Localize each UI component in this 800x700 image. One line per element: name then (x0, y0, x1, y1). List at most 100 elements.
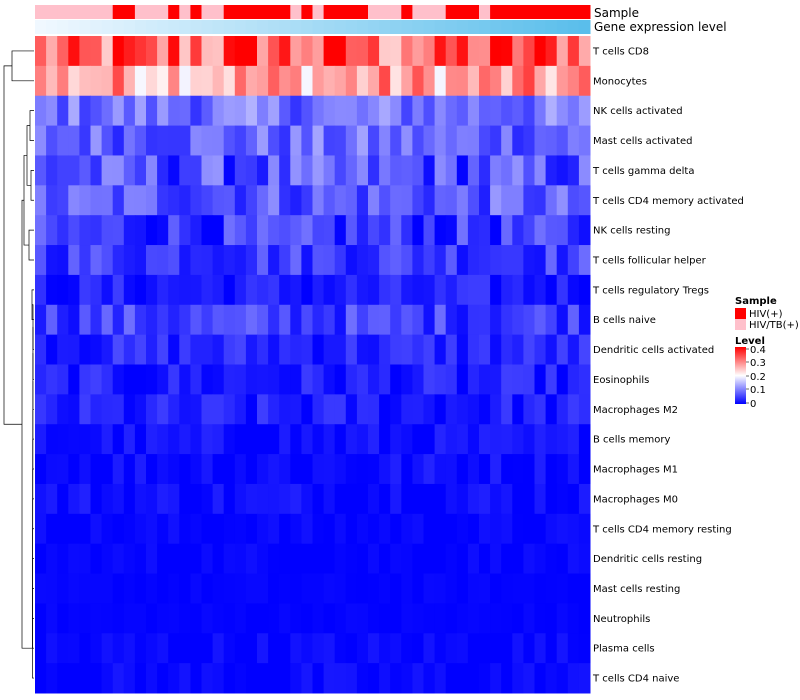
heatmap-cell (556, 245, 569, 276)
heatmap-cell (190, 95, 202, 127)
heatmap-cell (190, 334, 202, 365)
heatmap-cell (268, 274, 280, 306)
heatmap-cell (434, 483, 447, 515)
heatmap-cell (490, 573, 502, 604)
heatmap-cell (234, 215, 247, 246)
heatmap-cell (379, 483, 391, 515)
heatmap-cell (68, 603, 80, 634)
expression-annotation-cell (445, 20, 458, 34)
heatmap-cell (512, 543, 524, 575)
heatmap-cell (479, 424, 491, 455)
heatmap-cell (157, 603, 169, 634)
heatmap-cell (467, 36, 480, 67)
row-label: Mast cells activated (593, 136, 692, 147)
heatmap-cell (445, 573, 458, 604)
heatmap-cell (79, 185, 91, 216)
heatmap-cell (423, 633, 436, 664)
heatmap-cell (534, 483, 547, 515)
heatmap-cell (112, 274, 125, 306)
heatmap-cell (434, 95, 447, 127)
heatmap-cell (323, 215, 336, 246)
expression-annotation-cell (146, 20, 158, 34)
expression-annotation-cell (90, 20, 103, 34)
heatmap-cell (90, 245, 103, 276)
heatmap-cell (456, 543, 469, 575)
heatmap-cell (68, 36, 80, 67)
heatmap-cell (112, 663, 125, 694)
heatmap-cell (123, 36, 136, 67)
legend-sample-title: Sample (735, 296, 777, 307)
legend-level-title: Level (735, 336, 765, 347)
heatmap-cell (79, 633, 91, 664)
heatmap-cell (545, 125, 558, 156)
heatmap-cell (123, 633, 136, 664)
heatmap-cell (168, 245, 180, 276)
heatmap-cell (356, 274, 369, 306)
heatmap-cell (534, 543, 547, 575)
heatmap-cell (46, 245, 58, 276)
heatmap-cell (268, 304, 280, 336)
heatmap-cell (279, 274, 291, 306)
heatmap-cell (101, 185, 114, 216)
heatmap-cell (245, 483, 258, 515)
heatmap-cell (245, 185, 258, 216)
heatmap-cell (279, 245, 291, 276)
heatmap-cell (179, 483, 191, 515)
heatmap-cell (112, 603, 125, 634)
heatmap-cell (479, 125, 491, 156)
heatmap-cell (268, 573, 280, 604)
heatmap-cell (356, 364, 369, 395)
expression-annotation-cell (212, 20, 225, 34)
heatmap-cell (401, 483, 413, 515)
expression-annotation-cell (112, 20, 125, 34)
heatmap-cell (179, 633, 191, 664)
heatmap-cell (123, 304, 136, 336)
heatmap-cell (356, 394, 369, 425)
heatmap-cell (567, 65, 580, 97)
heatmap-cell (57, 185, 69, 216)
heatmap-cell (301, 36, 313, 67)
heatmap-cell (467, 364, 480, 395)
heatmap-cell (234, 633, 247, 664)
sample-annotation-cell (301, 5, 313, 19)
heatmap-cell (157, 36, 169, 67)
heatmap-cell (368, 424, 380, 455)
heatmap-cell (467, 185, 480, 216)
heatmap-cell (279, 334, 291, 365)
heatmap-cell (345, 483, 358, 515)
heatmap-cell (190, 603, 202, 634)
heatmap-cell (146, 424, 158, 455)
heatmap-cell (212, 513, 225, 545)
heatmap-cell (467, 155, 480, 186)
legend-swatch-hivtb (735, 319, 746, 330)
heatmap-cell (112, 95, 125, 127)
heatmap-cell (323, 543, 336, 575)
heatmap-cell (534, 424, 547, 455)
heatmap-cell (334, 185, 347, 216)
heatmap-cell (368, 155, 380, 186)
heatmap-cell (146, 394, 158, 425)
heatmap-cell (290, 513, 302, 545)
heatmap-cell (90, 65, 103, 97)
sample-annotation-cell (201, 5, 214, 19)
heatmap-cell (501, 364, 513, 395)
heatmap-cell (345, 304, 358, 336)
heatmap-cell (567, 334, 580, 365)
heatmap-cell (479, 334, 491, 365)
heatmap-cell (545, 65, 558, 97)
heatmap-cell (578, 663, 591, 694)
heatmap-cell (212, 543, 225, 575)
heatmap-cell (57, 274, 69, 306)
heatmap-cell (356, 65, 369, 97)
heatmap-cell (368, 245, 380, 276)
heatmap-cell (445, 543, 458, 575)
heatmap-cell (512, 245, 524, 276)
heatmap-cell (412, 65, 424, 97)
heatmap-cell (112, 245, 125, 276)
heatmap-cell (168, 334, 180, 365)
heatmap-cell (490, 424, 502, 455)
heatmap-cell (212, 65, 225, 97)
heatmap-cell (46, 36, 58, 67)
expression-annotation-cell (134, 20, 147, 34)
heatmap-cell (157, 125, 169, 156)
